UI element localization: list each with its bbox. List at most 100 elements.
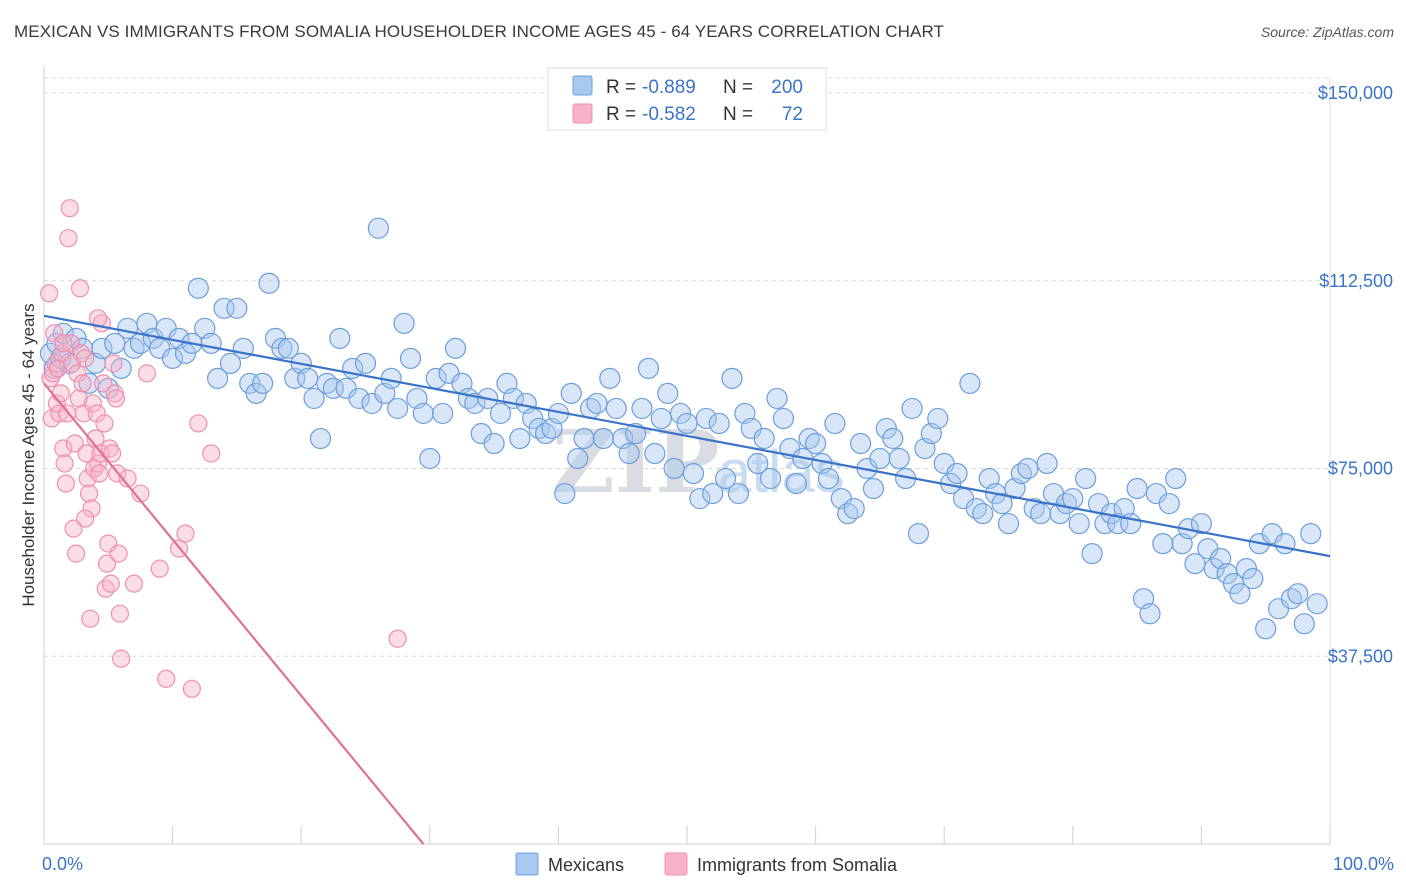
point-mexicans-83 <box>560 382 582 405</box>
point-mexicans-198 <box>1300 522 1322 545</box>
point-mexicans-92 <box>618 442 640 465</box>
point-mexicans-72 <box>489 402 512 425</box>
point-mexicans-130 <box>862 477 885 500</box>
point-mexicans-98 <box>657 382 679 405</box>
point-mexicans-164 <box>1081 543 1103 565</box>
point-mexicans-189 <box>1242 568 1264 590</box>
point-somalia-58 <box>124 574 144 593</box>
x-tick-label-1: 100.0% <box>1333 854 1394 874</box>
point-mexicans-47 <box>329 327 351 349</box>
point-somalia-34 <box>83 394 102 413</box>
point-mexicans-128 <box>850 432 872 455</box>
point-mexicans-50 <box>348 387 370 410</box>
legend-n-label-1: N = <box>723 77 753 98</box>
point-somalia-12 <box>55 454 74 473</box>
point-mexicans-106 <box>708 412 730 435</box>
x-tick-labels: 0.0% 100.0% <box>42 854 1394 874</box>
axes <box>43 66 1331 845</box>
point-mexicans-114 <box>759 467 782 490</box>
y-axis-label: Householder Income Ages 45 - 64 years <box>19 303 38 606</box>
point-mexicans-28 <box>207 367 229 389</box>
point-mexicans-84 <box>567 447 589 470</box>
point-mexicans-61 <box>419 447 441 470</box>
point-somalia-7 <box>49 359 68 378</box>
point-mexicans-43 <box>303 387 325 410</box>
point-mexicans-68 <box>464 392 486 415</box>
point-somalia-33 <box>82 499 101 518</box>
point-somalia-16 <box>60 199 79 218</box>
point-mexicans-35 <box>252 372 274 394</box>
point-mexicans-124 <box>824 412 846 435</box>
point-mexicans-100 <box>669 402 692 425</box>
point-mexicans-38 <box>271 337 293 359</box>
point-mexicans-101 <box>676 412 698 435</box>
point-somalia-65 <box>182 679 201 698</box>
point-mexicans-57 <box>393 312 415 334</box>
legend-bottom: Mexicans Immigrants from Somalia <box>515 852 898 876</box>
point-mexicans-93 <box>624 422 647 445</box>
point-somalia-70 <box>76 509 95 528</box>
point-somalia-43 <box>95 414 114 433</box>
x-tick-label-0: 0.0% <box>42 854 83 874</box>
point-mexicans-116 <box>772 407 795 430</box>
point-somalia-48 <box>101 574 120 593</box>
point-mexicans-183 <box>1203 558 1225 580</box>
point-somalia-28 <box>76 349 95 368</box>
point-mexicans-194 <box>1274 533 1296 555</box>
point-mexicans-104 <box>695 407 717 430</box>
point-somalia-56 <box>112 649 131 668</box>
point-mexicans-115 <box>766 387 788 410</box>
point-mexicans-94 <box>631 397 653 420</box>
point-somalia-44 <box>96 579 115 598</box>
point-somalia-60 <box>137 364 156 383</box>
point-somalia-22 <box>68 364 87 383</box>
point-mexicans-173 <box>1139 603 1161 625</box>
point-mexicans-121 <box>804 432 827 455</box>
point-mexicans-136 <box>901 397 923 420</box>
trend-line-somalia <box>43 382 425 845</box>
point-mexicans-175 <box>1152 533 1174 555</box>
point-mexicans-137 <box>907 522 930 545</box>
point-mexicans-97 <box>650 407 672 430</box>
point-mexicans-65 <box>444 337 467 359</box>
point-mexicans-34 <box>245 382 267 405</box>
point-mexicans-25 <box>187 277 209 299</box>
point-mexicans-162 <box>1068 512 1090 535</box>
bottom-swatch-mexicans <box>515 852 539 876</box>
point-somalia-71 <box>388 629 407 648</box>
point-mexicans-105 <box>702 482 724 505</box>
point-mexicans-56 <box>387 397 409 420</box>
trend-lines <box>43 314 1331 845</box>
point-mexicans-6 <box>65 327 87 349</box>
point-mexicans-147 <box>972 502 994 525</box>
legend-r-label-2: R = <box>606 104 636 125</box>
point-mexicans-63 <box>432 402 454 425</box>
point-mexicans-88 <box>592 427 615 450</box>
point-mexicans-127 <box>843 497 865 520</box>
point-somalia-45 <box>97 554 117 573</box>
legend-swatch-mexicans <box>572 75 593 96</box>
point-mexicans-107 <box>714 467 737 490</box>
legend-n-value-1: 200 <box>771 77 803 98</box>
point-somalia-66 <box>189 414 208 433</box>
point-mexicans-51 <box>354 352 377 374</box>
point-mexicans-103 <box>689 487 711 510</box>
point-mexicans-10 <box>91 337 113 359</box>
point-somalia-24 <box>70 279 90 298</box>
point-mexicans-33 <box>239 372 261 394</box>
point-somalia-13 <box>56 474 75 493</box>
point-mexicans-39 <box>277 337 299 359</box>
point-somalia-21 <box>67 544 86 563</box>
point-mexicans-58 <box>399 347 422 369</box>
bottom-swatch-somalia <box>664 852 688 876</box>
point-mexicans-177 <box>1165 467 1187 490</box>
legend-swatch-somalia <box>572 103 593 124</box>
point-somalia-19 <box>64 519 83 538</box>
point-mexicans-60 <box>412 402 434 425</box>
trend-line-mexicans <box>43 314 1331 558</box>
legend-r-value-1: -0.889 <box>642 77 696 98</box>
point-somalia-0 <box>40 284 59 303</box>
point-mexicans-112 <box>747 452 769 475</box>
point-somalia-57 <box>118 469 137 488</box>
